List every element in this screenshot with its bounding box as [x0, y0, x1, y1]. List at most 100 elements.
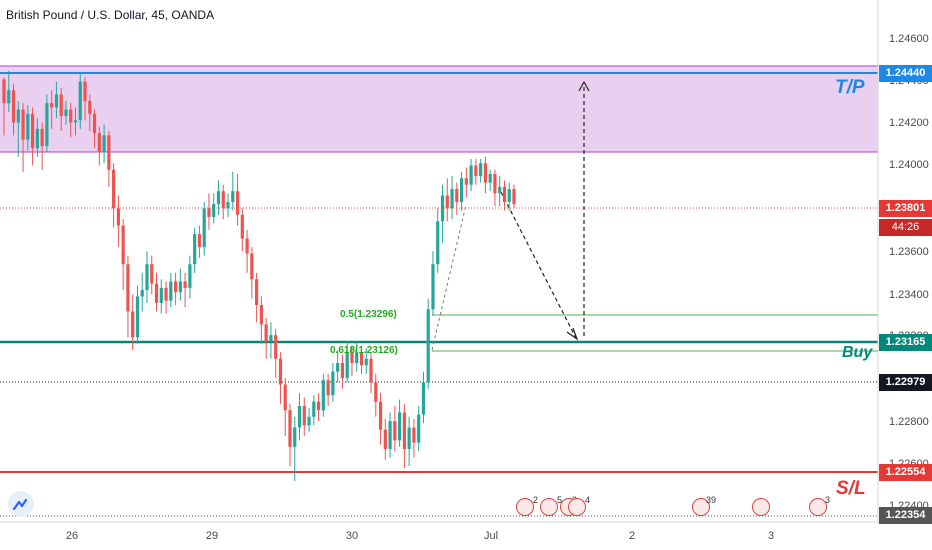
candle[interactable]	[226, 201, 230, 209]
candle[interactable]	[107, 135, 111, 170]
candle[interactable]	[216, 191, 221, 205]
candle[interactable]	[145, 264, 149, 290]
candle[interactable]	[307, 416, 311, 426]
low-price-tag[interactable]: 1.22354	[879, 507, 932, 524]
candle[interactable]	[393, 421, 397, 441]
candle[interactable]	[250, 253, 254, 280]
candle[interactable]	[398, 412, 402, 441]
candle[interactable]	[383, 429, 387, 449]
candle[interactable]	[388, 421, 392, 449]
candle[interactable]	[512, 189, 516, 205]
candle[interactable]	[221, 191, 225, 209]
candle[interactable]	[359, 352, 364, 366]
candle[interactable]	[35, 128, 39, 149]
flag-icon[interactable]	[692, 498, 710, 516]
candle[interactable]	[302, 406, 306, 426]
candle[interactable]	[92, 113, 97, 134]
candle[interactable]	[183, 281, 187, 288]
candle[interactable]	[469, 165, 473, 185]
candle[interactable]	[402, 412, 406, 449]
candle[interactable]	[154, 283, 159, 303]
candle[interactable]	[30, 113, 35, 149]
candle[interactable]	[283, 384, 287, 411]
candle[interactable]	[369, 358, 373, 383]
candle[interactable]	[488, 174, 492, 183]
candle[interactable]	[83, 81, 87, 101]
candle[interactable]	[412, 427, 416, 443]
candle[interactable]	[50, 103, 54, 108]
candle[interactable]	[126, 264, 130, 312]
black-level-tag[interactable]: 1.22979	[879, 374, 932, 391]
candle[interactable]	[440, 195, 445, 222]
candle[interactable]	[264, 324, 268, 342]
candle[interactable]	[169, 281, 173, 301]
candle[interactable]	[431, 264, 435, 310]
candle[interactable]	[102, 135, 106, 153]
candle[interactable]	[150, 264, 154, 284]
candle[interactable]	[507, 189, 511, 202]
candle[interactable]	[131, 311, 135, 338]
candle[interactable]	[97, 133, 101, 153]
candle[interactable]	[135, 296, 140, 338]
candle[interactable]	[417, 414, 421, 443]
candle[interactable]	[455, 189, 459, 202]
candle[interactable]	[340, 363, 345, 379]
candle[interactable]	[207, 208, 211, 217]
candle[interactable]	[493, 174, 497, 194]
candle[interactable]	[188, 264, 192, 288]
candle[interactable]	[355, 352, 359, 364]
candle[interactable]	[69, 109, 73, 123]
candle[interactable]	[255, 279, 259, 306]
candle[interactable]	[312, 401, 316, 417]
candle[interactable]	[278, 358, 283, 385]
tp-price-tag[interactable]: 1.24440	[879, 65, 932, 82]
candle[interactable]	[259, 305, 263, 325]
candle[interactable]	[288, 410, 292, 447]
flag-icon[interactable]	[752, 498, 770, 516]
candle[interactable]	[78, 81, 82, 121]
candle[interactable]	[235, 191, 240, 215]
candle[interactable]	[378, 401, 383, 430]
buy-price-tag[interactable]: 1.23165	[879, 334, 932, 351]
candle[interactable]	[164, 287, 168, 301]
candle[interactable]	[483, 163, 488, 183]
candle[interactable]	[193, 234, 197, 265]
tradingview-logo-icon[interactable]	[8, 491, 34, 517]
candle[interactable]	[245, 238, 249, 254]
candle[interactable]	[364, 358, 368, 366]
candle[interactable]	[274, 335, 278, 359]
flag-icon[interactable]	[516, 498, 534, 516]
current-price-tag[interactable]: 1.23801	[879, 200, 932, 217]
candle[interactable]	[450, 189, 454, 209]
candle[interactable]	[73, 120, 78, 123]
candle[interactable]	[11, 90, 16, 123]
candle[interactable]	[321, 380, 325, 411]
candle[interactable]	[374, 382, 378, 402]
candle[interactable]	[498, 186, 502, 194]
candle[interactable]	[293, 427, 297, 447]
candle[interactable]	[173, 281, 178, 293]
candle[interactable]	[26, 113, 30, 140]
candle[interactable]	[16, 109, 20, 123]
candle[interactable]	[231, 191, 235, 202]
candle[interactable]	[436, 221, 440, 265]
candle[interactable]	[502, 186, 507, 202]
flag-icon[interactable]	[540, 498, 558, 516]
candle[interactable]	[297, 406, 302, 428]
candle[interactable]	[202, 208, 206, 248]
candle[interactable]	[421, 382, 426, 415]
candle[interactable]	[88, 100, 92, 114]
candle[interactable]	[479, 163, 483, 177]
candle[interactable]	[112, 169, 116, 209]
flag-icon[interactable]	[809, 498, 827, 516]
candle[interactable]	[140, 290, 144, 297]
candle[interactable]	[426, 309, 430, 383]
candle[interactable]	[116, 208, 120, 226]
candle[interactable]	[2, 79, 6, 104]
candle[interactable]	[121, 225, 125, 265]
candle[interactable]	[345, 352, 349, 379]
candle[interactable]	[326, 380, 330, 396]
candle[interactable]	[269, 335, 273, 342]
candle[interactable]	[459, 178, 464, 202]
